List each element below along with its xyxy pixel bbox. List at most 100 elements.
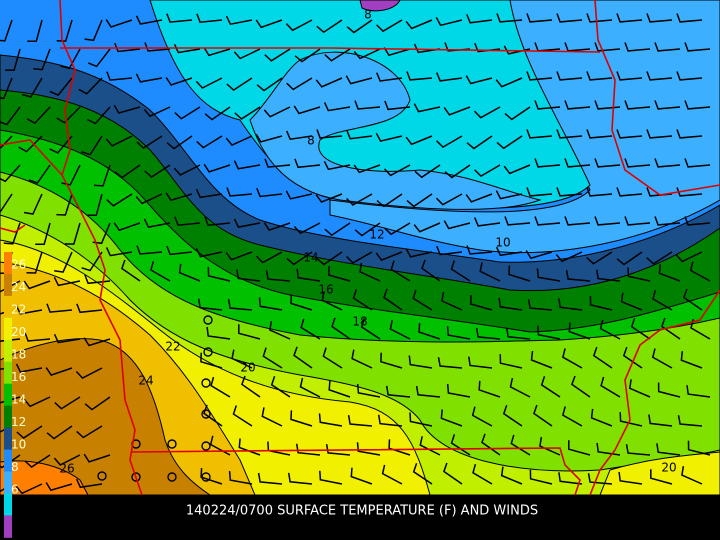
wind-barb [113, 222, 141, 232]
wind-barb [15, 483, 43, 495]
wind-barb [376, 19, 403, 33]
wind-barb [255, 19, 283, 29]
wind-barb [502, 404, 523, 427]
wind-barb [315, 193, 343, 203]
wind-barb [262, 347, 283, 369]
wind-barb [178, 263, 201, 282]
state-borders [0, 0, 720, 495]
wind-barb [293, 346, 313, 369]
wind-barb [114, 164, 141, 179]
wind-barb [503, 164, 531, 175]
legend-swatch [4, 361, 12, 385]
wind-barb [390, 260, 411, 282]
contour-label: 12 [369, 228, 384, 242]
wind-barb [233, 48, 261, 60]
band-yellow-east [599, 451, 720, 495]
wind-barb [505, 327, 531, 340]
wind-barb [195, 248, 223, 258]
wind-barb [233, 160, 261, 170]
wind-barb [324, 222, 351, 237]
wind-barb [23, 193, 43, 215]
wind-barb [676, 129, 703, 139]
legend-label: 16 [11, 370, 26, 384]
legend-label: 14 [11, 393, 26, 407]
wind-barb [376, 72, 403, 82]
wind-barb [93, 164, 111, 187]
wind-barb [23, 396, 51, 408]
wind-barb [0, 77, 13, 100]
wind-barb [84, 396, 111, 411]
wind-barb [105, 247, 133, 257]
wind-barb [466, 135, 493, 150]
wind-barb [619, 412, 643, 427]
wind-barb [495, 190, 523, 200]
wind-barb [351, 349, 373, 369]
wind-barb [28, 164, 51, 184]
band-lightblue-inner [249, 51, 542, 210]
wind-barb [587, 473, 613, 485]
wind-barb [84, 19, 103, 42]
wind-barb [412, 289, 433, 311]
contour-label: 22 [165, 340, 180, 354]
contour-labels: 8 8 12 10 14 16 18 22 20 24 26 20 [59, 8, 676, 476]
wind-barb [654, 100, 681, 110]
legend-swatch [4, 405, 12, 429]
wind-barb [510, 434, 531, 456]
wind-barb [408, 355, 433, 369]
wind-barb [206, 326, 231, 340]
legend-swatch [4, 339, 12, 363]
wind-barb [350, 467, 373, 485]
wind-barb [495, 77, 523, 88]
contour-label: 14 [303, 251, 318, 265]
wind-barb [419, 436, 441, 456]
wind-barb [207, 266, 231, 282]
wind-barb [388, 439, 411, 456]
wind-barb [240, 375, 261, 398]
wind-barb [444, 164, 471, 179]
wind-barb [466, 14, 493, 24]
wind-barb [346, 193, 373, 206]
wind-barb [15, 305, 43, 315]
wind-barb [684, 158, 711, 168]
wind-barb [564, 216, 591, 226]
wind-barb [353, 164, 381, 174]
wind-barb [56, 19, 73, 42]
wind-barb [294, 48, 321, 63]
wind-barb [443, 106, 471, 116]
wind-barb [586, 71, 613, 81]
wind-barb [377, 414, 403, 427]
wind-barb [203, 47, 231, 57]
wind-barb [676, 187, 703, 197]
wind-barb [0, 454, 21, 469]
wind-barb [656, 443, 681, 456]
wind-barb [676, 13, 703, 23]
wind-barb [200, 468, 223, 485]
wind-barb [681, 465, 703, 485]
legend-label: 8 [11, 460, 19, 474]
wind-barb [473, 106, 501, 119]
wind-barb [0, 280, 21, 293]
wind-barb [195, 77, 223, 89]
wind-barb [440, 409, 463, 427]
wind-barb [684, 100, 711, 110]
wind-barb [384, 100, 411, 111]
wind-barb [45, 367, 73, 376]
wind-barb [646, 251, 673, 265]
wind-barb [654, 158, 681, 168]
wind-barb [203, 404, 223, 427]
wind-barb [470, 294, 493, 311]
wind-barb [413, 103, 441, 113]
wind-barb [106, 71, 133, 81]
wind-barb [83, 337, 111, 347]
wind-barb [652, 290, 673, 311]
wind-barb [174, 106, 201, 120]
legend-swatch [4, 252, 12, 275]
wind-barb [26, 106, 51, 125]
wind-barb [286, 77, 313, 91]
wind-barb [437, 357, 463, 369]
wind-barb [166, 13, 193, 23]
wind-barb [323, 160, 351, 171]
wind-barb [570, 375, 591, 398]
wind-barb [300, 318, 321, 340]
wind-barb [135, 15, 163, 25]
